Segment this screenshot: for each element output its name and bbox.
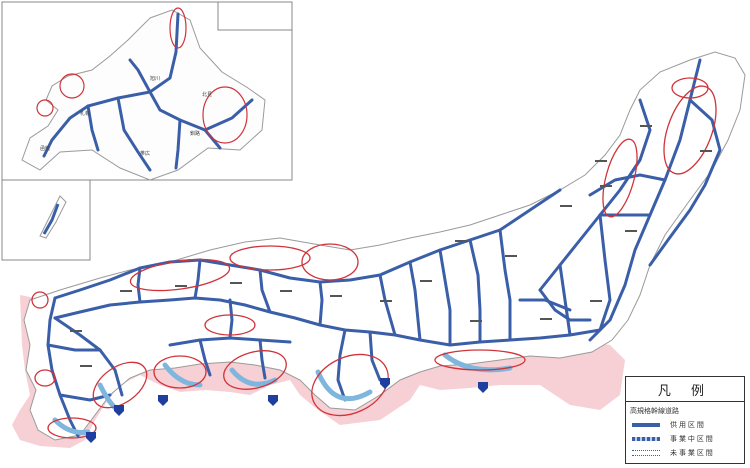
route-shield-marker xyxy=(86,432,96,443)
route-shields xyxy=(86,378,488,443)
map-legend: 凡 例 高規格幹線道路 供 用 区 間 事 業 中 区 間 未 事 業 区 間 xyxy=(625,376,745,464)
svg-text:旭川: 旭川 xyxy=(150,75,160,82)
svg-text:釧路: 釧路 xyxy=(190,130,200,137)
expressway-network xyxy=(46,58,722,438)
section-highlight-circles xyxy=(31,77,717,439)
legend-swatch-plan xyxy=(632,450,660,456)
mainland-coastline xyxy=(23,51,746,441)
legend-row-plan: 未 事 業 区 間 xyxy=(626,446,744,460)
okinawa-road xyxy=(42,203,60,235)
hokkaido-roads xyxy=(42,12,254,172)
inset-divider xyxy=(217,2,292,31)
legend-row-open: 供 用 区 間 xyxy=(626,418,744,432)
svg-text:札幌: 札幌 xyxy=(80,110,90,117)
legend-row-wip: 事 業 中 区 間 xyxy=(626,432,744,446)
route-shield-marker xyxy=(158,395,168,406)
legend-label-plan: 未 事 業 区 間 xyxy=(670,450,713,457)
okinawa-inset-frame xyxy=(1,179,91,261)
place-name-marks xyxy=(70,125,712,367)
legend-swatch-wip xyxy=(632,437,660,441)
legend-subtitle: 高規格幹線道路 xyxy=(630,408,679,415)
legend-label-open: 供 用 区 間 xyxy=(670,422,704,429)
legend-title: 凡 例 xyxy=(626,377,744,402)
route-shield-marker xyxy=(268,395,278,406)
hokkaido-highlight-circles xyxy=(36,7,248,144)
legend-swatch-open xyxy=(632,423,660,427)
route-shield-marker xyxy=(380,378,390,389)
legend-label-wip: 事 業 中 区 間 xyxy=(670,436,713,443)
svg-text:北見: 北見 xyxy=(202,91,212,98)
route-shield-marker xyxy=(478,382,488,393)
svg-text:函館: 函館 xyxy=(40,145,50,152)
svg-text:帯広: 帯広 xyxy=(140,150,150,157)
route-shield-marker xyxy=(114,405,124,416)
